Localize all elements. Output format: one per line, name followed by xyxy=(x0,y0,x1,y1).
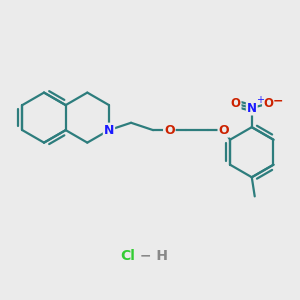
Text: O: O xyxy=(263,97,273,110)
Text: N: N xyxy=(104,124,114,136)
Text: O: O xyxy=(231,97,241,110)
Text: +: + xyxy=(256,95,264,105)
Text: O: O xyxy=(164,124,175,136)
Text: Cl: Cl xyxy=(120,249,135,263)
Text: −: − xyxy=(273,94,284,107)
Text: − H: − H xyxy=(135,249,168,263)
Text: N: N xyxy=(247,101,257,115)
Text: O: O xyxy=(218,124,229,136)
